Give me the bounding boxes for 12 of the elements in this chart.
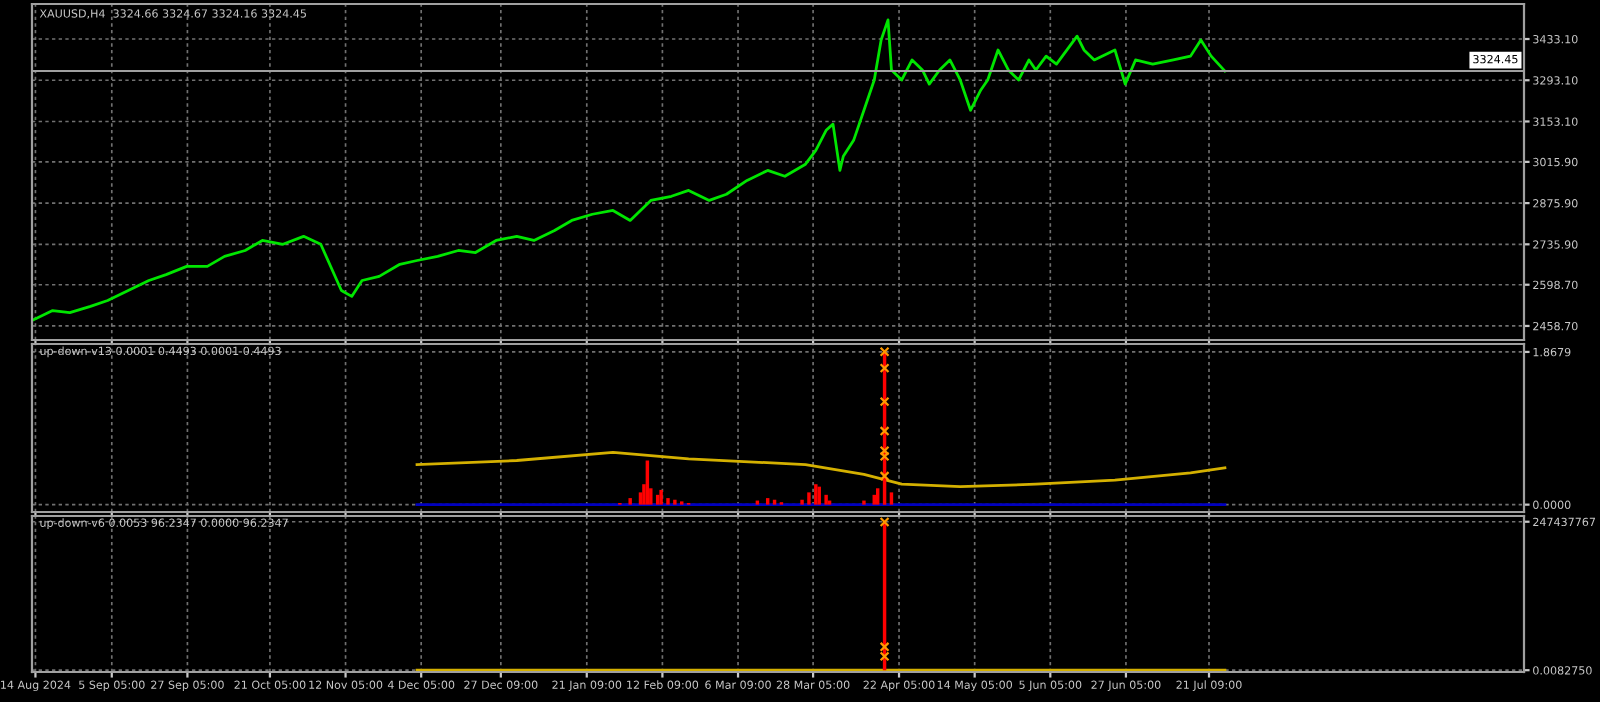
point <box>879 451 890 462</box>
line-series <box>32 18 1227 322</box>
point <box>879 426 890 437</box>
point <box>879 396 890 407</box>
point <box>879 363 890 374</box>
point <box>879 470 890 482</box>
point <box>879 445 890 456</box>
point <box>879 516 890 528</box>
point <box>879 651 890 662</box>
point <box>879 641 890 652</box>
point <box>879 346 890 357</box>
line-series <box>415 450 1227 489</box>
